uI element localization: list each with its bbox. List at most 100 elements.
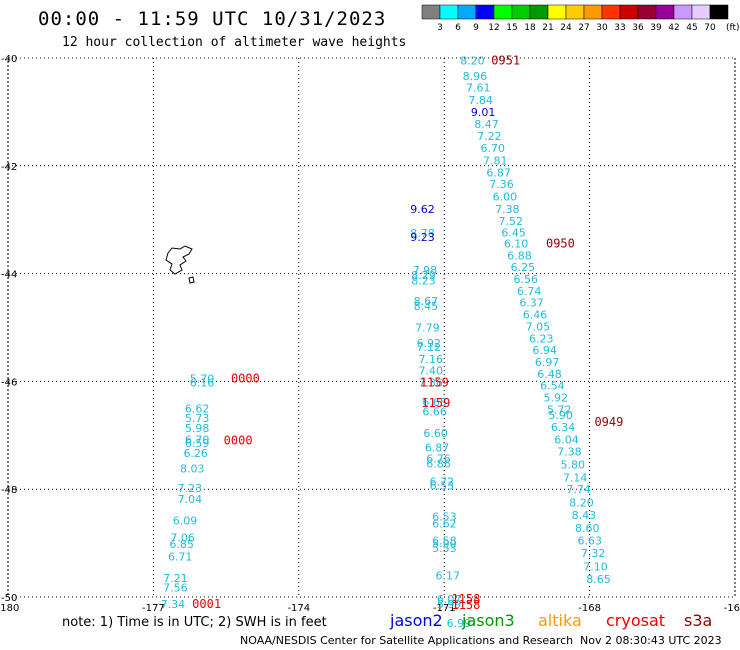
colorbar-swatch (421, 4, 441, 20)
wave-height-label: 6.26 (183, 447, 208, 460)
wave-height-label: 8.29 (411, 269, 436, 282)
wave-height-label: 6.76 (426, 452, 451, 465)
lon-tick-label: -177 (142, 603, 165, 614)
colorbar-label: 39 (650, 23, 662, 33)
wave-height-label: 6.59 (185, 437, 210, 450)
wave-height-label: 7.52 (498, 215, 523, 228)
wave-height-label: 6.74 (517, 285, 542, 298)
wave-height-label: 6.65 (422, 396, 447, 409)
colorbar-label: 27 (578, 23, 589, 33)
wave-height-label: 6.87 (425, 442, 450, 455)
wave-height-label: 6.70 (481, 142, 506, 155)
lon-tick-label: -171 (433, 603, 456, 614)
generated-timestamp: Nov 2 08:30:43 UTC 2023 (580, 634, 722, 647)
colorbar-label: 70 (704, 23, 716, 33)
wave-height-label: 6.54 (540, 380, 565, 393)
wave-height-label: 6.00 (493, 191, 517, 204)
wave-height-label: 7.56 (163, 581, 188, 594)
wave-height-label: 5.53 (432, 542, 457, 555)
pass-time-label: 1158 (451, 592, 480, 606)
pass-time-label: 0000 (231, 372, 260, 386)
wave-height-label: 9.23 (410, 231, 435, 244)
lat-tick-label: -50 (1, 593, 17, 604)
wave-height-label: 9.62 (410, 203, 435, 216)
mission-label-altika: altika (538, 611, 582, 630)
colorbar-unit: (ft) (726, 23, 740, 33)
wave-height-label: 7.38 (495, 203, 519, 216)
wave-height-label: 7.06 (170, 532, 195, 545)
colorbar-swatch (493, 4, 513, 20)
footer-note: note: 1) Time is in UTC; 2) SWH is in fe… (62, 615, 327, 630)
wave-height-label: 6.87 (486, 166, 511, 179)
wave-height-label: 8.47 (474, 118, 499, 131)
lat-tick-label: -46 (1, 377, 17, 388)
wave-height-label: 7.36 (419, 376, 444, 389)
colorbar-swatch (511, 4, 531, 20)
wave-height-label: 5.70 (190, 373, 215, 386)
wave-height-label: 6.58 (432, 534, 457, 547)
wave-height-label: 6.34 (551, 421, 576, 434)
wave-height-label: 6.63 (577, 534, 602, 547)
pass-time-label: 0000 (224, 434, 253, 448)
lon-tick-label: -165 (724, 603, 740, 614)
wave-height-label: 8.65 (586, 573, 611, 586)
wave-height-label: 8.96 (463, 70, 488, 83)
wave-height-label: 5.72 (547, 403, 572, 416)
colorbar-swatch (583, 4, 603, 20)
pass-time-label: 0950 (546, 236, 575, 250)
lat-tick-label: -40 (1, 54, 17, 65)
axis-tick-labels: -180 -177 -174 -171 -168 -165 -40 -42 -44 -46 -48 -… (0, 54, 740, 614)
colorbar-swatch (529, 4, 549, 20)
colorbar-swatch (547, 4, 567, 20)
wave-height-label: 7.23 (178, 482, 203, 495)
mission-label-jason3: jason3 (461, 611, 515, 630)
wave-height-label: 6.62 (432, 518, 457, 531)
wave-height-label: 7.79 (415, 322, 440, 335)
wave-height-label: 7.32 (581, 547, 606, 560)
wave-height-label: 7.98 (413, 264, 438, 277)
wave-height-label: 8.45 (414, 300, 439, 313)
pass-time-label: 0951 (491, 54, 520, 68)
colorbar-swatch (691, 4, 711, 20)
wave-height-label: 7.12 (417, 341, 442, 354)
colorbar-label: 9 (473, 23, 479, 33)
wave-height-label: 5.80 (561, 458, 586, 471)
wave-height-label: 5.98 (185, 422, 210, 435)
wave-height-label: 7.40 (419, 365, 444, 378)
wave-height-label: 9.01 (471, 106, 496, 119)
wave-height-label: 6.04 (554, 434, 579, 447)
colorbar-swatch (673, 4, 693, 20)
wave-height-label: 7.14 (563, 471, 588, 484)
colorbar-swatch (637, 4, 657, 20)
wave-height-label: 6.17 (435, 569, 460, 582)
wave-height-label: 6.92 (417, 337, 442, 350)
colorbar-swatch (655, 4, 675, 20)
lat-tick-label: -48 (1, 485, 17, 496)
colorbar-legend: 3 6 9 12 15 18 21 24 27 30 33 36 39 42 45 70 (ft) (421, 4, 740, 33)
wave-height-label: 6.88 (507, 249, 532, 262)
lon-tick-label: -174 (287, 603, 310, 614)
wave-height-label: 6.99 (447, 617, 472, 630)
wave-height-label: 7.34 (161, 598, 186, 611)
colorbar-swatch (439, 4, 459, 20)
wave-height-label: 5.92 (544, 392, 569, 405)
wave-height-label: 8.43 (572, 509, 597, 522)
page-title: 00:00 - 11:59 UTC 10/31/2023 (38, 8, 386, 30)
lat-tick-label: -42 (1, 162, 17, 173)
wave-height-label: 6.45 (501, 227, 525, 240)
wave-height-label: 8.20 (569, 497, 594, 510)
wave-height-label: 7.61 (466, 82, 491, 95)
wave-height-label: 8.20 (460, 55, 485, 68)
pass-time-label: 0001 (192, 597, 221, 611)
wave-height-label: 6.85 (169, 538, 194, 551)
map-grid (7, 57, 736, 598)
colorbar-label: 24 (560, 23, 572, 33)
mission-label-s3a: s3a (684, 611, 712, 630)
mission-label-cryosat: cryosat (606, 611, 665, 630)
colorbar-label: 33 (614, 23, 625, 33)
wave-height-label: 6.60 (423, 427, 448, 440)
wave-height-label: 6.53 (430, 479, 455, 492)
wave-height-label: 6.37 (519, 297, 544, 310)
